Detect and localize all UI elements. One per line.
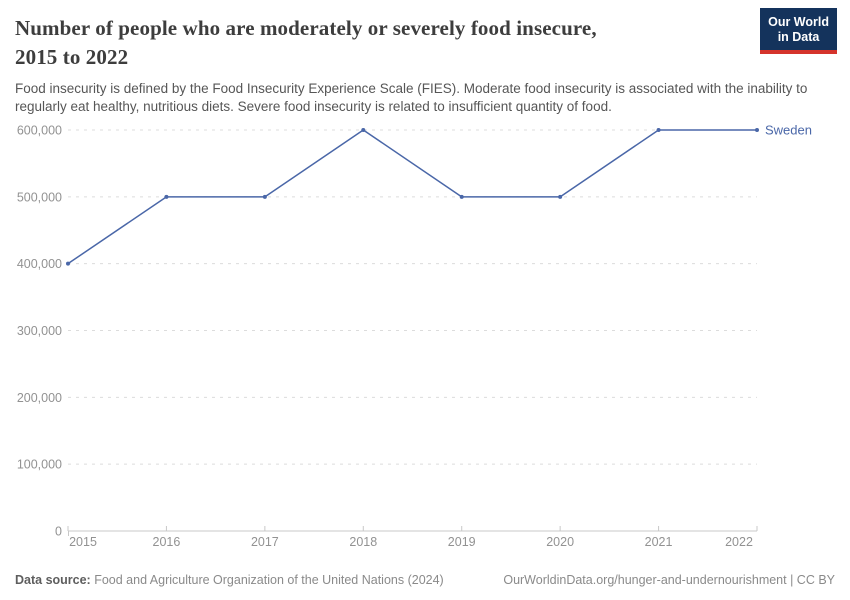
owid-logo-line2: in Data: [777, 30, 820, 44]
data-point-2021[interactable]: [656, 128, 661, 132]
chart-title: Number of people who are moderately or s…: [15, 14, 835, 72]
series-label-sweden[interactable]: Sweden: [765, 123, 812, 138]
data-source: Data source: Food and Agriculture Organi…: [15, 572, 444, 588]
x-tick-label: 2018: [349, 535, 377, 549]
chart-subtitle: Food insecurity is defined by the Food I…: [15, 81, 808, 114]
data-source-label: Data source:: [15, 573, 91, 587]
y-tick-label: 600,000: [17, 124, 62, 138]
x-tick-label: 2017: [251, 535, 279, 549]
x-tick-label: 2019: [448, 535, 476, 549]
y-tick-label: 100,000: [17, 458, 62, 472]
y-tick-label: 400,000: [17, 257, 62, 271]
series-line-sweden[interactable]: [67, 129, 758, 265]
line-chart-canvas[interactable]: 0 100,000 200,000 300,000 400,000 500,000 600,…: [0, 105, 850, 575]
chart-footer: Data source: Food and Agriculture Organi…: [15, 572, 835, 588]
owid-logo[interactable]: Our World in Data: [760, 8, 837, 54]
x-tick-label: 2016: [153, 535, 181, 549]
data-point-2019[interactable]: [459, 194, 464, 199]
x-tick-label: 2020: [546, 535, 574, 549]
y-tick-label: 300,000: [17, 324, 62, 338]
credit-link[interactable]: OurWorldinData.org/hunger-and-undernouri…: [503, 573, 835, 587]
y-tick-label: 200,000: [17, 391, 62, 405]
y-tick-label: 0: [55, 525, 62, 539]
data-point-2016[interactable]: [164, 194, 169, 199]
data-point-2017[interactable]: [262, 194, 267, 199]
data-point-2020[interactable]: [558, 194, 563, 199]
data-point-2018[interactable]: [361, 128, 366, 132]
data-point-2022[interactable]: [755, 128, 759, 132]
y-tick-label: 500,000: [17, 190, 62, 204]
chart-title-line2: 2015 to 2022: [15, 45, 129, 69]
owid-logo-line1: Our World: [768, 15, 829, 29]
x-tick-label: 2021: [645, 535, 673, 549]
chart-title-line1: Number of people who are moderately or s…: [15, 16, 597, 40]
data-source-text: Food and Agriculture Organization of the…: [90, 573, 444, 587]
x-tick-label: 2015: [69, 535, 97, 549]
chart-header: Number of people who are moderately or s…: [15, 8, 837, 116]
x-tick-label: 2022: [725, 535, 753, 549]
data-point-2015[interactable]: [66, 261, 70, 266]
